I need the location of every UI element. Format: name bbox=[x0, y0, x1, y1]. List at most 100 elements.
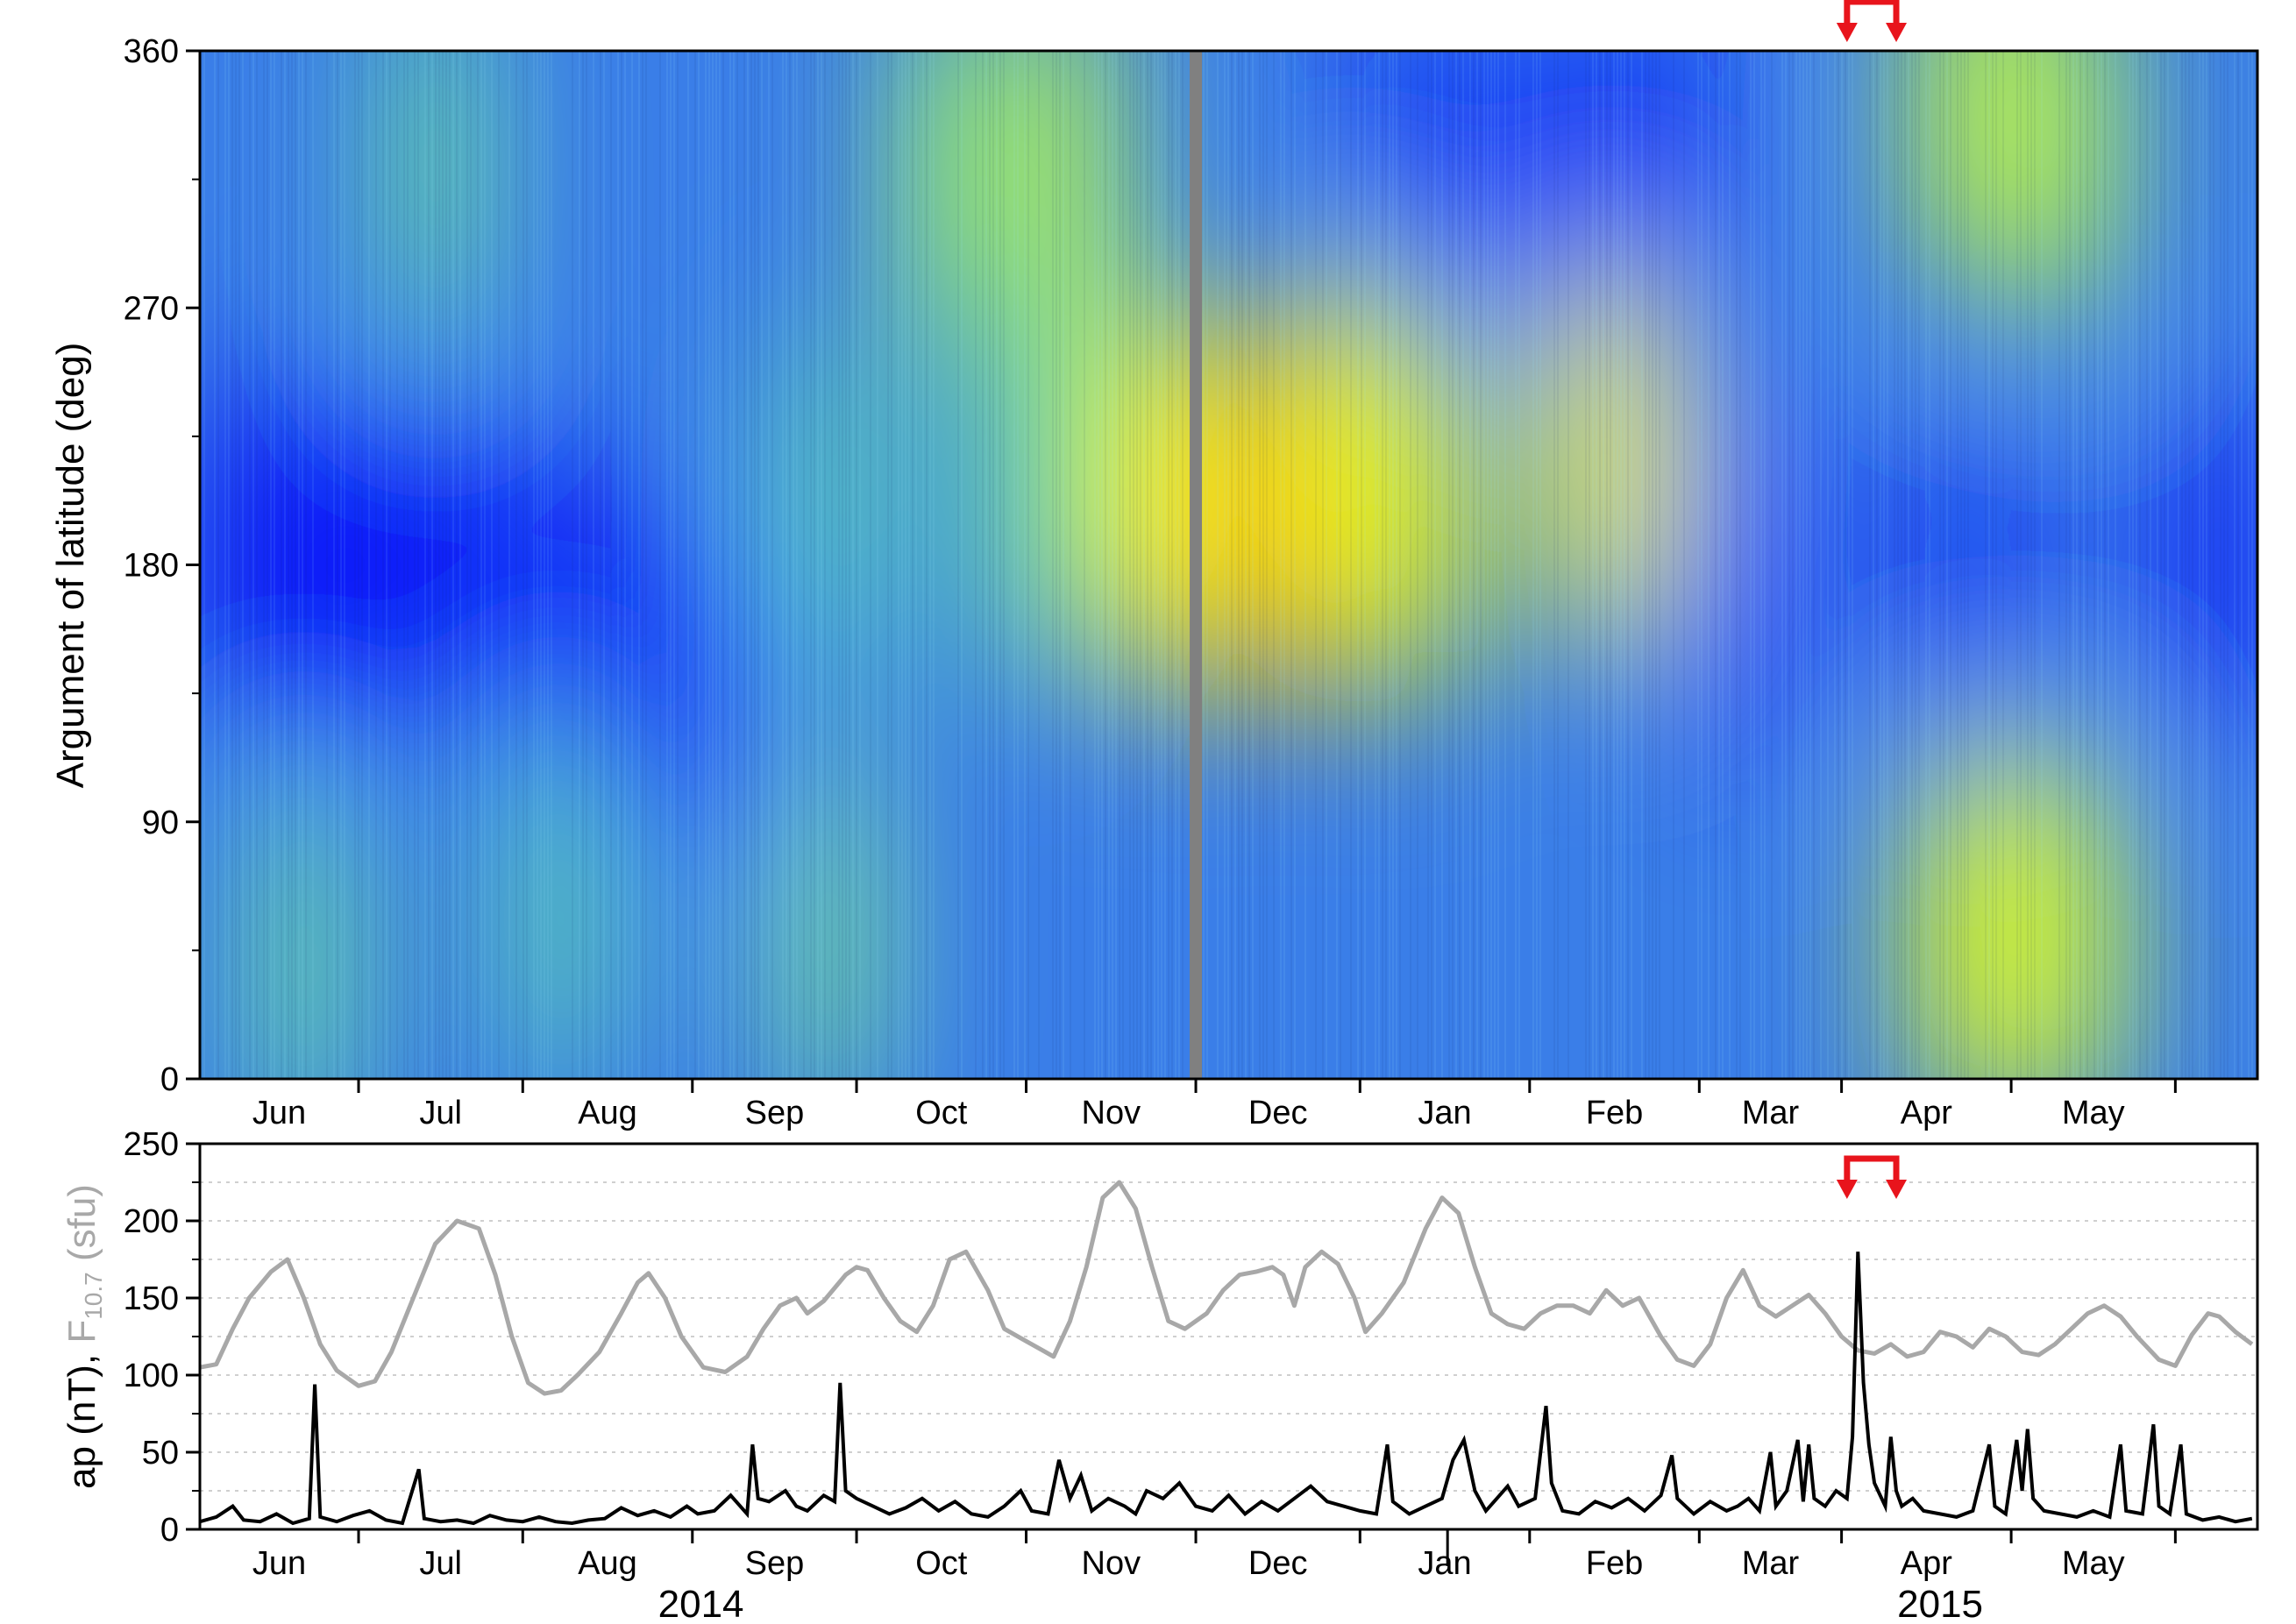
heatmap-streak bbox=[1567, 51, 1569, 1079]
heatmap-streak bbox=[1056, 51, 1057, 1079]
heatmap-streak bbox=[1473, 51, 1475, 1079]
heatmap-streak bbox=[821, 51, 822, 1079]
heatmap-markers bbox=[1836, 0, 1908, 42]
year-label-2015: 2015 bbox=[1897, 1583, 1983, 1624]
line-y-tick-label-150: 150 bbox=[124, 1280, 179, 1317]
heatmap-streak bbox=[452, 51, 454, 1079]
heatmap-x-label-oct: Oct bbox=[915, 1095, 968, 1131]
heatmap-streak bbox=[1960, 51, 1962, 1079]
heatmap-streak bbox=[1094, 51, 1096, 1079]
heatmap-streak bbox=[1655, 51, 1657, 1079]
heatmap-streak bbox=[582, 51, 584, 1079]
heatmap-streak bbox=[2030, 51, 2032, 1079]
heatmap-streak bbox=[515, 51, 517, 1079]
heatmap-streak bbox=[1427, 51, 1429, 1079]
heatmap-streak bbox=[274, 51, 275, 1079]
line-marker-bracket bbox=[1844, 1155, 1900, 1185]
heatmap-streak bbox=[859, 51, 861, 1079]
heatmap-streak bbox=[722, 51, 724, 1079]
heatmap-streak bbox=[1129, 51, 1131, 1079]
heatmap-streak bbox=[1266, 51, 1268, 1079]
heatmap-streak bbox=[491, 51, 493, 1079]
heatmap-streak bbox=[1827, 51, 1829, 1079]
heatmap-streak bbox=[361, 51, 363, 1079]
heatmap-streak bbox=[231, 51, 233, 1079]
heatmap-streak bbox=[1599, 51, 1601, 1079]
heatmap-streak bbox=[526, 51, 528, 1079]
year-labels: 2014 2015 bbox=[658, 1529, 1983, 1624]
heatmap-streak bbox=[1641, 51, 1643, 1079]
heatmap-streak bbox=[2255, 51, 2257, 1079]
heatmap-streak bbox=[908, 51, 910, 1079]
heatmap-streak bbox=[1532, 51, 1534, 1079]
heatmap-streak bbox=[1806, 51, 1808, 1079]
heatmap-streak bbox=[1231, 51, 1233, 1079]
heatmap-streak bbox=[2181, 51, 2183, 1079]
heatmap-streak bbox=[1108, 51, 1110, 1079]
heatmap-streak bbox=[1389, 51, 1390, 1079]
heatmap-streak bbox=[750, 51, 752, 1079]
heatmap-streak bbox=[1119, 51, 1120, 1079]
heatmap-blob-2 bbox=[417, 363, 541, 767]
heatmap-streak bbox=[281, 51, 282, 1079]
heatmap-blob-1 bbox=[297, 363, 421, 767]
heatmap-streak bbox=[326, 51, 328, 1079]
heatmap-streak bbox=[1539, 51, 1541, 1079]
heatmap-streak bbox=[417, 51, 419, 1079]
heatmap-streak bbox=[1052, 51, 1054, 1079]
heatmap-streak bbox=[1729, 51, 1731, 1079]
heatmap-streak bbox=[2223, 51, 2225, 1079]
heatmap-streak bbox=[2072, 51, 2074, 1079]
line-x-label-jan: Jan bbox=[1418, 1545, 1471, 1582]
heatmap-streak bbox=[1378, 51, 1380, 1079]
heatmap-streak bbox=[771, 51, 773, 1079]
line-x-label-mar: Mar bbox=[1742, 1545, 1800, 1582]
heatmap-streak bbox=[757, 51, 759, 1079]
heatmap-streak bbox=[263, 51, 265, 1079]
heatmap-streak bbox=[572, 51, 573, 1079]
heatmap-streak bbox=[1753, 51, 1755, 1079]
heatmap-streak bbox=[1304, 51, 1306, 1079]
heatmap-streak bbox=[2136, 51, 2137, 1079]
heatmap-streak bbox=[2220, 51, 2221, 1079]
heatmap-streak bbox=[2083, 51, 2085, 1079]
line-y-axis: 0 50 100 150 200 250 bbox=[124, 1126, 200, 1549]
heatmap-streak bbox=[354, 51, 356, 1079]
heatmap-streak bbox=[1017, 51, 1019, 1079]
heatmap-streak bbox=[407, 51, 409, 1079]
heatmap-blobs bbox=[200, 51, 2257, 1079]
heatmap-streak bbox=[389, 51, 391, 1079]
heatmap-streak bbox=[1452, 51, 1454, 1079]
heatmap-streak bbox=[796, 51, 798, 1079]
heatmap-streak bbox=[1788, 51, 1790, 1079]
heatmap-streak bbox=[603, 51, 605, 1079]
heatmap-streak bbox=[1357, 51, 1359, 1079]
heatmap-streak bbox=[368, 51, 370, 1079]
heatmap-y-label: Argument of latitude (deg) bbox=[49, 343, 92, 789]
heatmap-streak bbox=[1469, 51, 1471, 1079]
heatmap-streak bbox=[2079, 51, 2081, 1079]
heatmap-streak bbox=[1869, 51, 1871, 1079]
heatmap-streak bbox=[789, 51, 791, 1079]
heatmap-streak bbox=[1171, 51, 1173, 1079]
heatmap-streaks bbox=[203, 51, 2257, 1079]
line-y-tick-label-200: 200 bbox=[124, 1203, 179, 1240]
heatmap-streak bbox=[905, 51, 906, 1079]
heatmap-streak bbox=[2016, 51, 2018, 1079]
heatmap-streak bbox=[1852, 51, 1853, 1079]
heatmap-streak bbox=[375, 51, 377, 1079]
heatmap-streak bbox=[1785, 51, 1787, 1079]
heatmap-streak bbox=[305, 51, 307, 1079]
heatmap-streak bbox=[715, 51, 717, 1079]
heatmap-streak bbox=[1988, 51, 1990, 1079]
heatmap-blob-14 bbox=[774, 306, 885, 710]
f107-series-line bbox=[200, 1180, 2254, 1396]
heatmap-streak bbox=[666, 51, 668, 1079]
heatmap-streak bbox=[1799, 51, 1801, 1079]
heatmap-blob-22 bbox=[1335, 306, 1472, 710]
heatmap-streak bbox=[470, 51, 472, 1079]
heatmap-streak bbox=[396, 51, 398, 1079]
line-x-label-jul: Jul bbox=[419, 1545, 462, 1582]
heatmap-streak bbox=[382, 51, 384, 1079]
